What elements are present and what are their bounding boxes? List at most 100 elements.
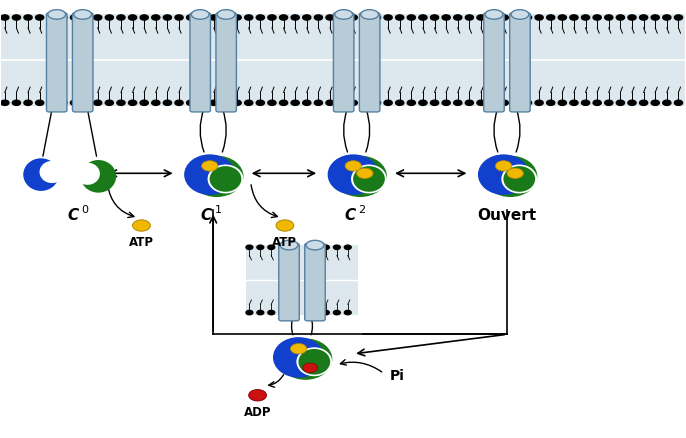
Circle shape bbox=[175, 15, 183, 20]
Circle shape bbox=[500, 100, 508, 106]
Circle shape bbox=[582, 100, 590, 106]
Circle shape bbox=[322, 311, 329, 315]
FancyBboxPatch shape bbox=[305, 244, 325, 321]
Circle shape bbox=[187, 15, 195, 20]
Circle shape bbox=[639, 15, 648, 20]
Circle shape bbox=[372, 15, 381, 20]
Ellipse shape bbox=[210, 166, 241, 192]
Circle shape bbox=[419, 15, 427, 20]
Circle shape bbox=[249, 390, 266, 401]
Circle shape bbox=[547, 100, 555, 106]
Circle shape bbox=[117, 100, 125, 106]
Circle shape bbox=[628, 100, 636, 106]
Ellipse shape bbox=[511, 10, 529, 19]
Circle shape bbox=[71, 15, 79, 20]
FancyBboxPatch shape bbox=[510, 13, 530, 112]
Ellipse shape bbox=[504, 166, 535, 192]
Ellipse shape bbox=[48, 10, 66, 19]
Ellipse shape bbox=[484, 155, 537, 197]
Circle shape bbox=[268, 311, 274, 315]
Ellipse shape bbox=[335, 10, 353, 19]
Circle shape bbox=[128, 100, 137, 106]
Circle shape bbox=[246, 245, 253, 250]
Circle shape bbox=[384, 15, 392, 20]
Circle shape bbox=[82, 15, 90, 20]
Circle shape bbox=[344, 311, 351, 315]
Circle shape bbox=[290, 343, 307, 354]
Circle shape bbox=[384, 100, 392, 106]
Circle shape bbox=[372, 100, 381, 106]
Circle shape bbox=[93, 15, 102, 20]
Circle shape bbox=[311, 311, 318, 315]
Circle shape bbox=[507, 168, 523, 179]
Circle shape bbox=[12, 100, 21, 106]
Circle shape bbox=[303, 363, 318, 373]
Ellipse shape bbox=[74, 10, 91, 19]
FancyBboxPatch shape bbox=[216, 13, 237, 112]
Circle shape bbox=[333, 245, 340, 250]
Circle shape bbox=[593, 15, 601, 20]
Circle shape bbox=[582, 15, 590, 20]
Circle shape bbox=[233, 100, 241, 106]
Circle shape bbox=[344, 245, 351, 250]
Bar bbox=[246, 245, 358, 315]
Ellipse shape bbox=[217, 10, 235, 19]
Circle shape bbox=[47, 15, 56, 20]
Circle shape bbox=[453, 15, 462, 20]
Circle shape bbox=[59, 100, 67, 106]
Circle shape bbox=[245, 15, 253, 20]
Circle shape bbox=[361, 100, 369, 106]
Circle shape bbox=[117, 15, 125, 20]
Circle shape bbox=[12, 15, 21, 20]
Ellipse shape bbox=[184, 154, 235, 195]
Circle shape bbox=[465, 100, 473, 106]
Ellipse shape bbox=[23, 158, 59, 191]
Circle shape bbox=[477, 15, 485, 20]
Ellipse shape bbox=[361, 10, 379, 19]
Circle shape bbox=[105, 15, 113, 20]
Circle shape bbox=[453, 100, 462, 106]
Circle shape bbox=[82, 100, 90, 106]
Text: ATP: ATP bbox=[129, 236, 154, 249]
Circle shape bbox=[128, 15, 137, 20]
Circle shape bbox=[291, 100, 299, 106]
Circle shape bbox=[163, 15, 172, 20]
Ellipse shape bbox=[273, 337, 324, 378]
Ellipse shape bbox=[478, 154, 529, 195]
Text: 1: 1 bbox=[215, 205, 222, 215]
Circle shape bbox=[322, 245, 329, 250]
Circle shape bbox=[593, 100, 601, 106]
Circle shape bbox=[663, 15, 671, 20]
Circle shape bbox=[202, 161, 218, 171]
Ellipse shape bbox=[280, 240, 298, 250]
Circle shape bbox=[222, 15, 230, 20]
Circle shape bbox=[47, 100, 56, 106]
Circle shape bbox=[257, 100, 264, 106]
Circle shape bbox=[547, 15, 555, 20]
Circle shape bbox=[674, 100, 683, 106]
Circle shape bbox=[477, 100, 485, 106]
Circle shape bbox=[233, 15, 241, 20]
Circle shape bbox=[93, 100, 102, 106]
Circle shape bbox=[279, 245, 285, 250]
Circle shape bbox=[24, 15, 32, 20]
Circle shape bbox=[465, 15, 473, 20]
Ellipse shape bbox=[81, 160, 116, 193]
Circle shape bbox=[152, 15, 160, 20]
Circle shape bbox=[628, 15, 636, 20]
Circle shape bbox=[616, 100, 624, 106]
Circle shape bbox=[523, 15, 532, 20]
Circle shape bbox=[36, 15, 44, 20]
FancyBboxPatch shape bbox=[484, 13, 504, 112]
Circle shape bbox=[175, 100, 183, 106]
Circle shape bbox=[674, 15, 683, 20]
Circle shape bbox=[24, 100, 32, 106]
Circle shape bbox=[488, 100, 497, 106]
Circle shape bbox=[535, 15, 543, 20]
Circle shape bbox=[326, 100, 334, 106]
Circle shape bbox=[198, 15, 206, 20]
Circle shape bbox=[616, 15, 624, 20]
Circle shape bbox=[333, 311, 340, 315]
Circle shape bbox=[279, 15, 287, 20]
Circle shape bbox=[500, 15, 508, 20]
